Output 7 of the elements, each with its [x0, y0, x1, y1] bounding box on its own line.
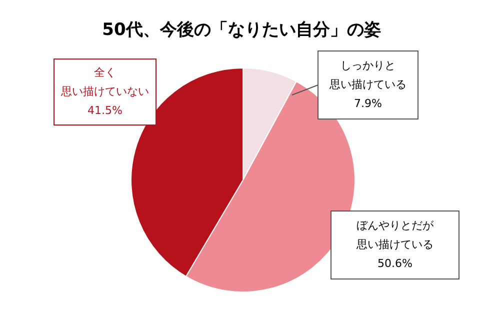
chart-title: 50代、今後の「なりたい自分」の姿 [102, 20, 381, 40]
data-label: 50.6% [378, 257, 412, 270]
data-label: 7.9% [354, 97, 382, 110]
slice-label: 全く思い描けていない [60, 66, 149, 98]
data-label: 41.5% [88, 104, 122, 117]
slice-label: ぼんやりとだが思い描けている [356, 219, 434, 251]
slice-label: しっかりと思い描けている [328, 59, 406, 91]
